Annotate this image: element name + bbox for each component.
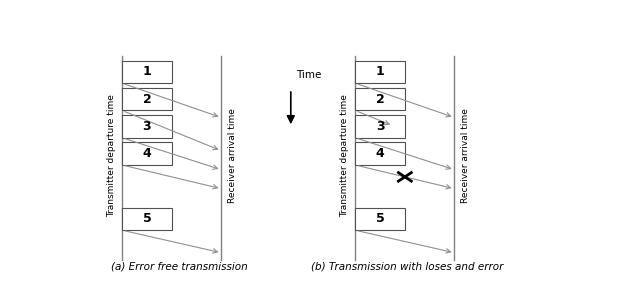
Bar (355, 88, 405, 111)
Text: 4: 4 (143, 147, 151, 160)
Text: Receiver arrival time: Receiver arrival time (461, 108, 470, 203)
Text: 5: 5 (143, 213, 151, 225)
Bar (122, 143, 172, 165)
Text: Transmitter departure time: Transmitter departure time (340, 94, 349, 217)
Bar (355, 61, 405, 83)
Bar (355, 115, 405, 138)
Bar (122, 208, 172, 230)
Text: 3: 3 (376, 120, 385, 133)
Text: 5: 5 (376, 213, 385, 225)
Text: 3: 3 (143, 120, 151, 133)
Text: 1: 1 (143, 65, 151, 79)
Text: Receiver arrival time: Receiver arrival time (228, 108, 237, 203)
Text: 4: 4 (376, 147, 385, 160)
Text: 2: 2 (376, 93, 385, 106)
Bar (355, 208, 405, 230)
Text: 2: 2 (143, 93, 151, 106)
Bar (122, 115, 172, 138)
Bar (122, 88, 172, 111)
Bar (122, 61, 172, 83)
Bar (355, 143, 405, 165)
Text: Time: Time (296, 70, 321, 80)
Text: (a) Error free transmission: (a) Error free transmission (111, 262, 248, 272)
Text: Transmitter departure time: Transmitter departure time (107, 94, 116, 217)
Text: (b) Transmission with loses and error: (b) Transmission with loses and error (311, 262, 504, 272)
Text: 1: 1 (376, 65, 385, 79)
